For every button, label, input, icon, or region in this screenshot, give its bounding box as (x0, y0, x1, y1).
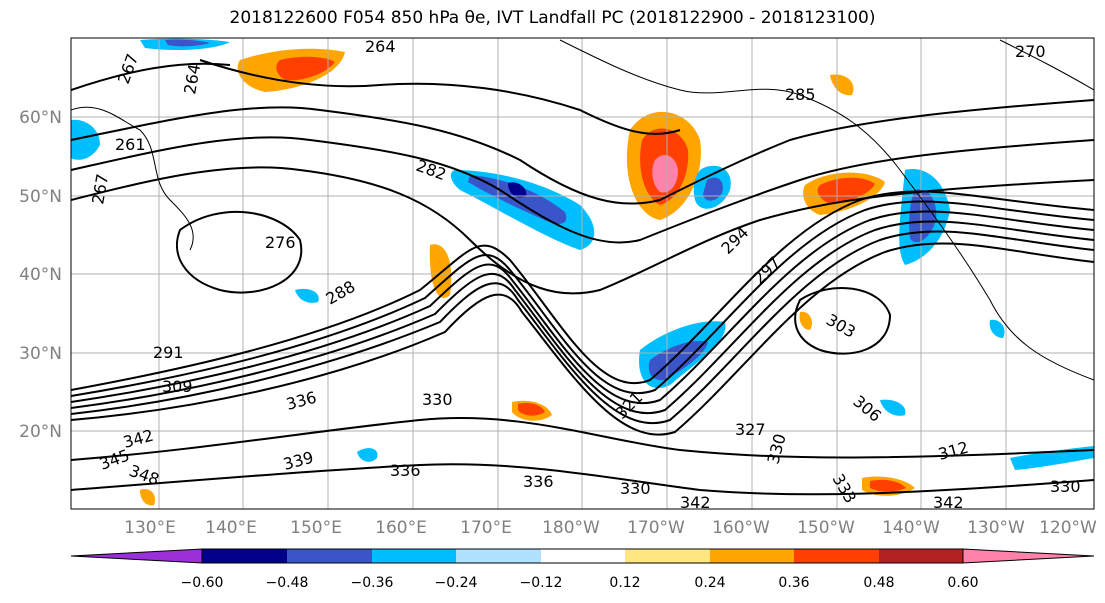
colorbar-cell (287, 549, 372, 563)
contour-label: 285 (785, 85, 816, 104)
shade-patch-8 (989, 319, 1005, 338)
colorbar-tick-label: 0.60 (947, 575, 978, 591)
colorbar-cell (710, 549, 794, 563)
colorbar-tick-label: −0.60 (181, 575, 224, 591)
contour-label: 270 (1015, 42, 1046, 61)
colorbar-cell (879, 549, 963, 563)
lon-label: 140°W (882, 518, 940, 538)
coastlines (71, 39, 1094, 381)
contour-label: 267 (114, 51, 142, 86)
contour-label: 333 (829, 471, 861, 507)
shade-top-darkblue (165, 39, 210, 47)
contour-label: 306 (849, 392, 885, 426)
lon-label: 120°W (1039, 518, 1097, 538)
colorbar-tick-label: −0.36 (351, 575, 394, 591)
contour-label: 309 (162, 377, 193, 396)
shade-patch-13 (140, 489, 156, 506)
contour-label: 294 (717, 223, 752, 258)
lat-label: 20°N (19, 422, 62, 442)
contour-label: 330 (620, 479, 651, 498)
map-title: 2018122600 F054 850 hPa θe, IVT Landfall… (229, 8, 876, 28)
contour-label: 330 (764, 432, 790, 466)
shade-patch-9 (830, 74, 854, 96)
colorbar-tick-label: −0.24 (435, 575, 478, 591)
colorbar-cell (456, 549, 541, 563)
contour-label: 267 (88, 172, 112, 205)
contour-label: 264 (180, 62, 204, 95)
contour-label: 336 (284, 388, 318, 414)
shade-patch-3 (518, 402, 545, 416)
contour-label: 342 (680, 493, 711, 512)
shade-patch-10 (295, 288, 319, 303)
shade-patch-12 (799, 311, 812, 330)
shade-left-blue (71, 119, 100, 160)
lon-label: 150°W (797, 518, 855, 538)
lon-label: 160°E (375, 518, 427, 538)
shade-patch-11 (357, 448, 378, 462)
contour-label: 339 (281, 448, 315, 474)
lon-label: 130°E (124, 518, 176, 538)
contour-label: 312 (936, 438, 970, 464)
contour-label: 330 (422, 390, 453, 409)
shade-bering-darkblue (468, 175, 567, 224)
contour-label: 327 (735, 420, 766, 439)
colorbar-tick-label: 0.48 (863, 575, 894, 591)
colorbar-cell (625, 549, 710, 563)
colorbar-tick-label: 0.36 (778, 575, 809, 591)
shade-patch-6 (1010, 446, 1094, 470)
colorbar-extend-left (70, 548, 203, 564)
shade-coast-darkblue (909, 189, 937, 243)
colorbar-extend-right (962, 548, 1095, 564)
contour-label: 291 (153, 343, 184, 362)
contour-label: 345 (97, 445, 132, 473)
lat-label: 30°N (19, 344, 62, 364)
colorbar-cell (541, 549, 625, 563)
colorbar-tick-label: −0.12 (520, 575, 563, 591)
lon-label: 150°E (290, 518, 342, 538)
colorbar-cell (794, 549, 879, 563)
lon-label: 180°W (542, 518, 600, 538)
shade-patch-1 (429, 244, 452, 298)
lon-label: 170°E (460, 518, 512, 538)
contour-label: 282 (414, 156, 449, 184)
lat-label: 40°N (19, 265, 62, 285)
contour-label: 342 (933, 493, 964, 512)
shade-patch-7 (880, 399, 906, 416)
shade-bering-navy (508, 182, 527, 198)
shade-nepac-red (817, 177, 875, 204)
shade-gulf-darkblue (703, 177, 723, 201)
colorbar: −0.60 −0.48 −0.36 −0.24 −0.12 0.12 0.24 … (70, 548, 1095, 591)
shade-alaska-pink (652, 155, 678, 193)
contour-label: 261 (115, 135, 146, 154)
contour-label: 276 (265, 233, 296, 252)
colorbar-tick-label: 0.24 (694, 575, 725, 591)
contour-label: 330 (1050, 477, 1081, 496)
contour-label: 303 (823, 310, 859, 342)
lat-label: 60°N (19, 108, 62, 128)
colorbar-cell (202, 549, 287, 563)
graticule (71, 38, 1094, 509)
contour-label: 336 (523, 472, 554, 491)
lon-label: 160°W (712, 518, 770, 538)
contour-label: 264 (365, 37, 396, 56)
lon-label: 170°W (627, 518, 685, 538)
lon-label: 130°W (967, 518, 1025, 538)
colorbar-cell (372, 549, 456, 563)
lat-label: 50°N (19, 187, 62, 207)
shade-siberia-red (276, 56, 335, 81)
pc-shading (71, 38, 1094, 506)
shade-jet-darkblue (648, 340, 708, 381)
colorbar-tick-label: 0.12 (609, 575, 640, 591)
theta-e-contours (71, 59, 1094, 496)
map-frame (70, 37, 1095, 510)
contour-label: 336 (390, 461, 421, 480)
colorbar-tick-label: −0.48 (266, 575, 309, 591)
lon-label: 140°E (205, 518, 257, 538)
shade-patch-5 (870, 479, 906, 492)
